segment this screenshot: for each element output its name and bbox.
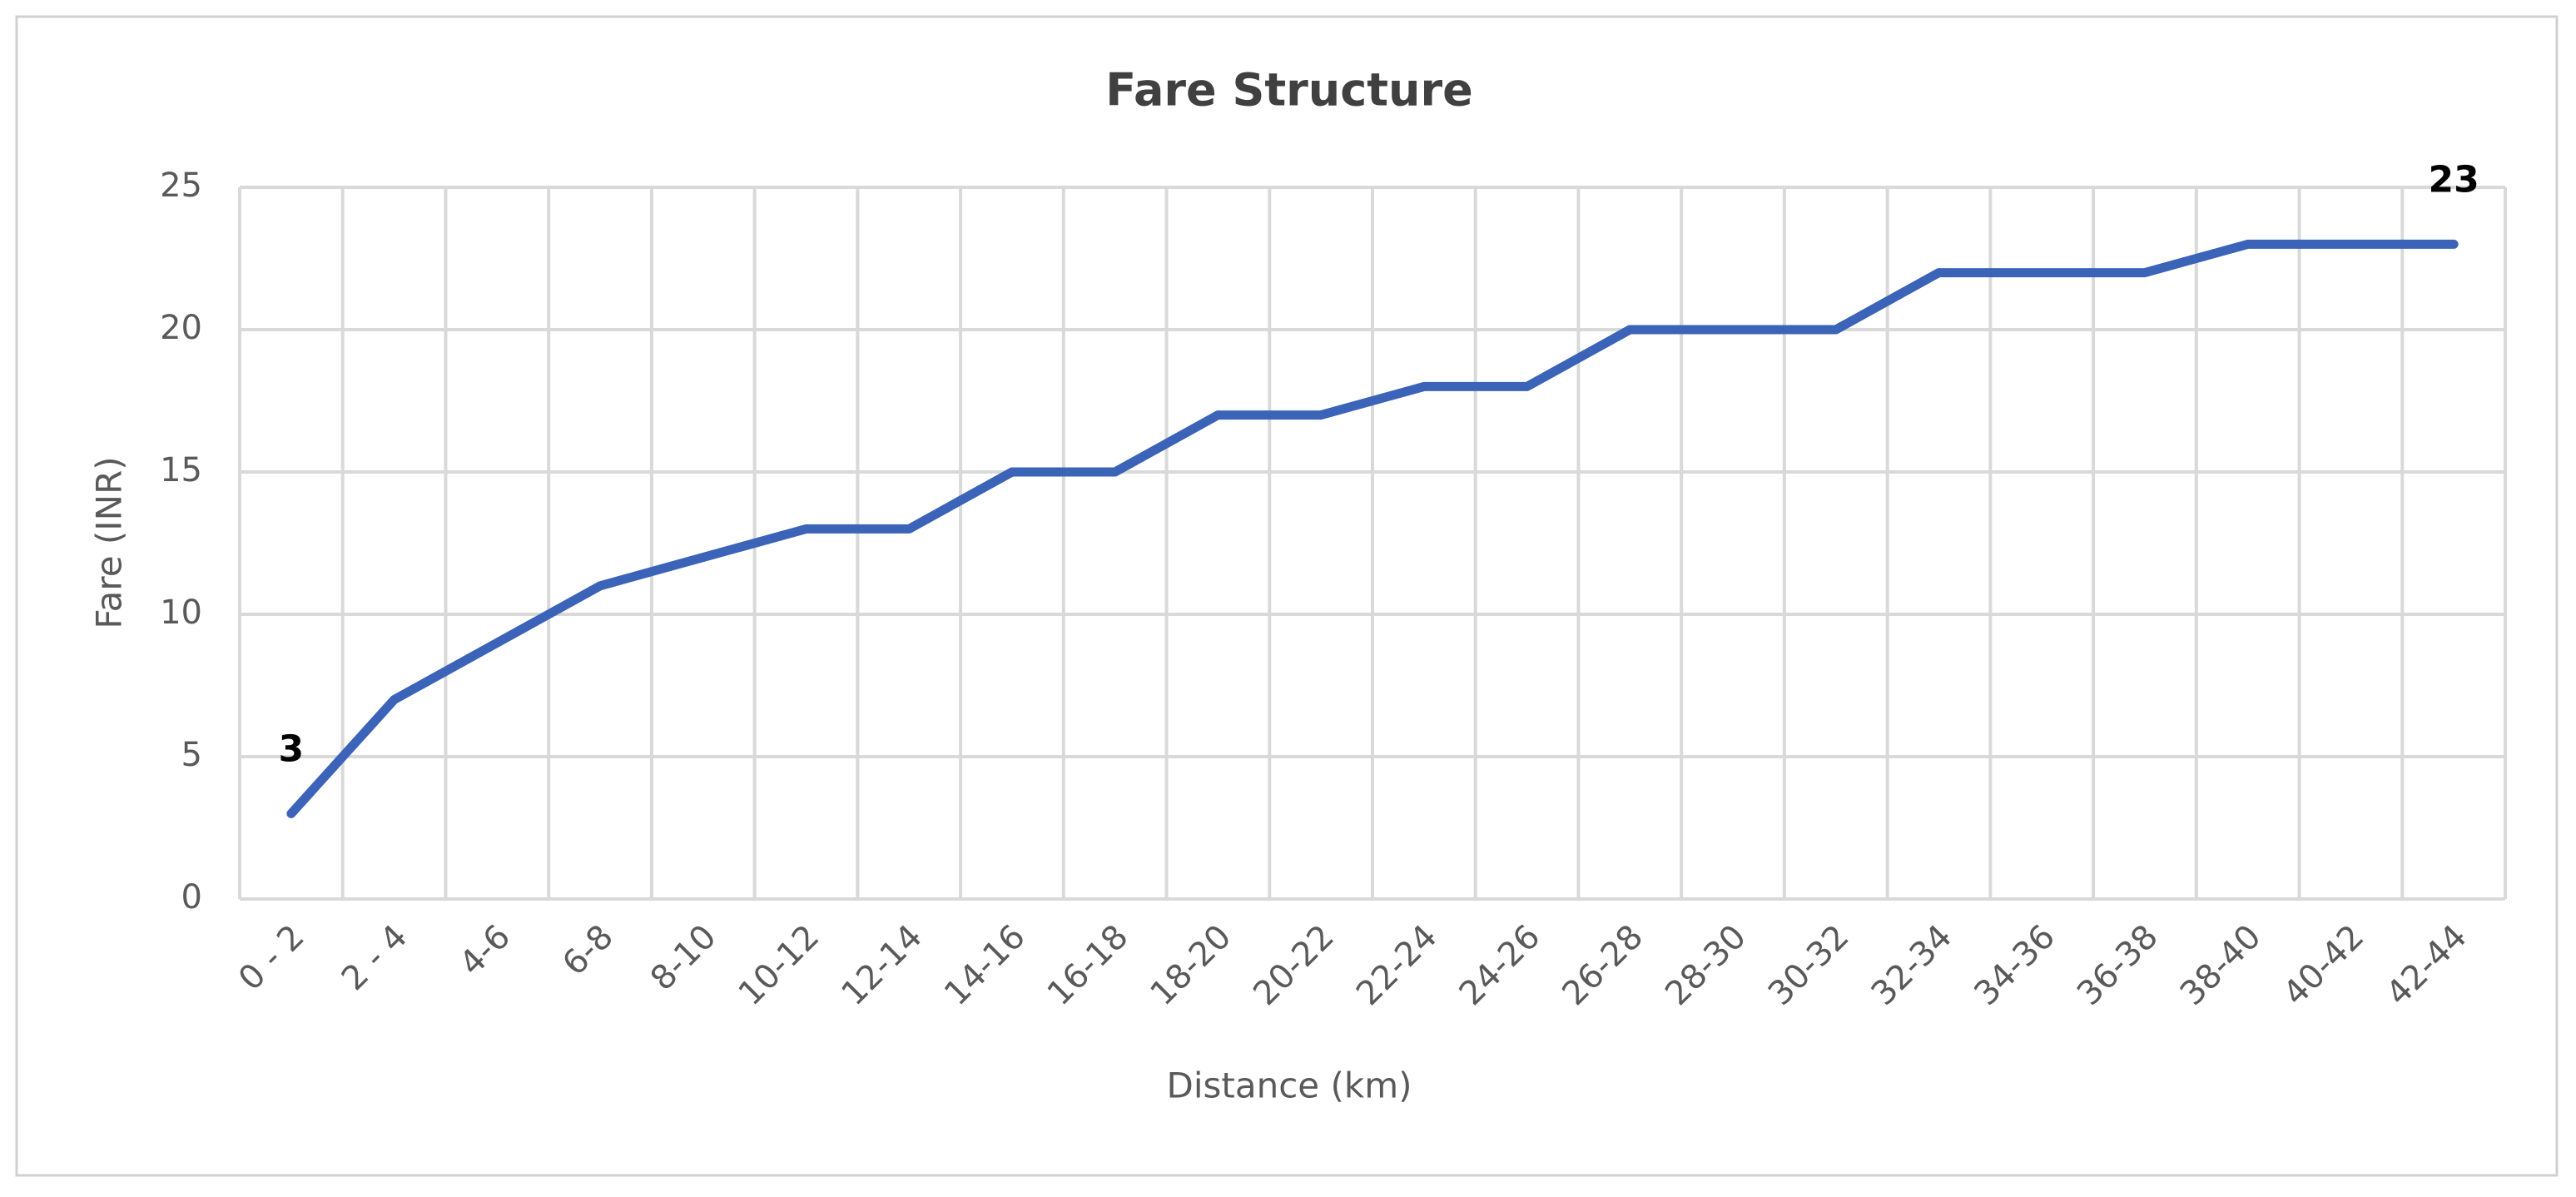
- y-tick-label: 15: [160, 451, 202, 489]
- y-tick-label: 10: [160, 594, 202, 632]
- x-axis-title: Distance (km): [1166, 1065, 1412, 1106]
- data-label: 23: [2429, 158, 2479, 201]
- data-label: 3: [279, 728, 305, 770]
- series-line: [286, 239, 2459, 818]
- chart-title: Fare Structure: [1105, 64, 1473, 117]
- y-axis-title: Fare (INR): [89, 456, 130, 628]
- chart-border: [15, 15, 2559, 1177]
- y-tick-label: 5: [181, 736, 202, 774]
- y-tick-label: 0: [181, 878, 202, 916]
- y-tick-label: 25: [160, 166, 202, 205]
- y-tick-label: 20: [160, 309, 202, 347]
